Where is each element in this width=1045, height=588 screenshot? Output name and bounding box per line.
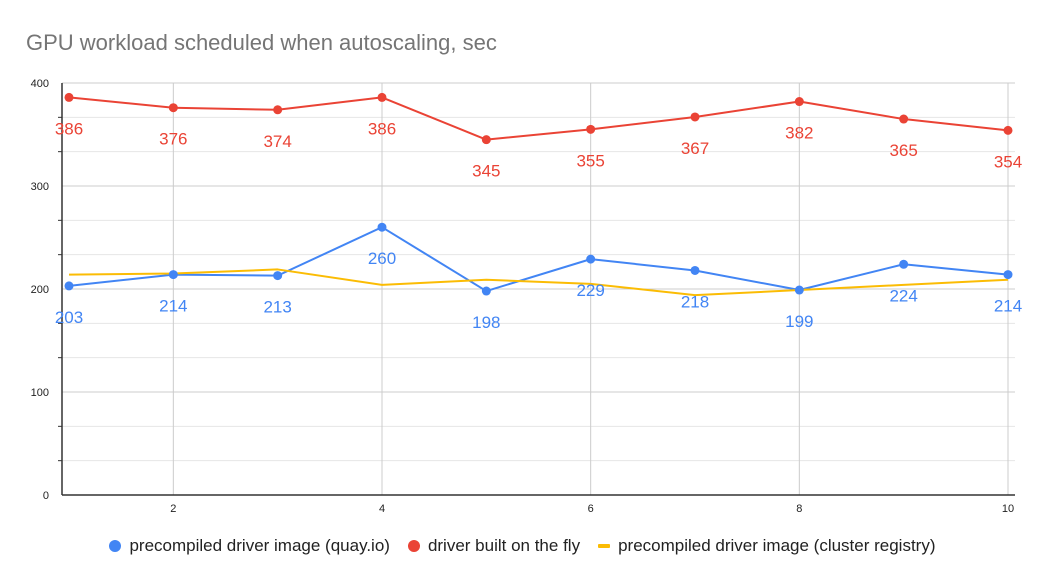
series-lines — [64, 92, 1013, 297]
data-point-marker — [586, 124, 596, 134]
data-label: 382 — [785, 124, 813, 143]
legend-item-cluster-registry[interactable]: precompiled driver image (cluster regist… — [598, 536, 936, 556]
data-label: 260 — [368, 249, 396, 268]
legend-marker-icon — [407, 540, 420, 552]
legend-marker-icon — [598, 544, 611, 548]
data-label: 214 — [159, 297, 187, 316]
data-label: 386 — [368, 119, 396, 138]
data-point-marker — [794, 97, 804, 107]
data-label: 376 — [159, 130, 187, 149]
legend-marker-icon — [109, 540, 122, 552]
data-point-marker — [1003, 270, 1013, 280]
data-point-marker — [481, 135, 491, 145]
data-point-marker — [586, 254, 596, 264]
data-point-marker — [690, 112, 700, 122]
series-line — [68, 96, 1009, 141]
x-tick-label: 4 — [379, 503, 385, 515]
chart-title: GPU workload scheduled when autoscaling,… — [26, 30, 497, 55]
data-label: 354 — [994, 152, 1022, 171]
data-label: 218 — [681, 292, 709, 311]
series-line — [68, 268, 1009, 297]
y-tick-label: 300 — [31, 181, 49, 193]
data-label: 224 — [889, 286, 917, 305]
x-tick-label: 8 — [796, 503, 802, 515]
data-point-marker — [273, 271, 283, 281]
y-tick-label: 400 — [31, 78, 49, 90]
data-point-marker — [64, 281, 74, 291]
data-label: 355 — [576, 151, 604, 170]
x-tick-label: 10 — [1002, 503, 1014, 515]
legend-label: precompiled driver image (cluster regist… — [618, 536, 936, 555]
gridlines — [62, 82, 1015, 495]
legend: precompiled driver image (quay.io) drive… — [0, 536, 1045, 556]
data-point-marker — [377, 92, 387, 102]
data-label: 367 — [681, 139, 709, 158]
data-label: 386 — [55, 119, 83, 138]
data-label: 229 — [576, 281, 604, 300]
data-point-marker — [690, 265, 700, 275]
y-tick-label: 0 — [43, 490, 49, 502]
data-label: 374 — [263, 132, 291, 151]
data-point-marker — [168, 103, 178, 113]
data-label: 345 — [472, 162, 500, 181]
legend-label: precompiled driver image (quay.io) — [129, 536, 390, 555]
legend-item-on-the-fly[interactable]: driver built on the fly — [407, 536, 581, 556]
legend-label: driver built on the fly — [427, 536, 581, 555]
legend-item-quay[interactable]: precompiled driver image (quay.io) — [109, 536, 390, 556]
data-label: 213 — [263, 298, 291, 317]
data-label: 203 — [55, 308, 83, 327]
data-point-marker — [168, 270, 178, 280]
data-label: 199 — [785, 312, 813, 331]
series-line — [68, 226, 1009, 293]
data-point-marker — [1003, 125, 1013, 135]
x-tick-label: 6 — [588, 503, 594, 515]
data-point-marker — [481, 286, 491, 296]
data-point-marker — [899, 259, 909, 269]
data-point-marker — [64, 92, 74, 102]
data-label: 214 — [994, 297, 1022, 316]
data-point-marker — [273, 105, 283, 115]
x-tick-label: 2 — [170, 503, 176, 515]
data-point-marker — [377, 222, 387, 232]
data-label: 365 — [889, 141, 917, 160]
data-label: 198 — [472, 313, 500, 332]
y-tick-label: 100 — [31, 387, 49, 399]
data-point-marker — [794, 285, 804, 295]
data-point-marker — [899, 114, 909, 124]
y-tick-label: 200 — [31, 284, 49, 296]
data-labels: 203 214 213 260 198 229 218 199 224 214 386 376 374 3… — [55, 119, 1022, 332]
